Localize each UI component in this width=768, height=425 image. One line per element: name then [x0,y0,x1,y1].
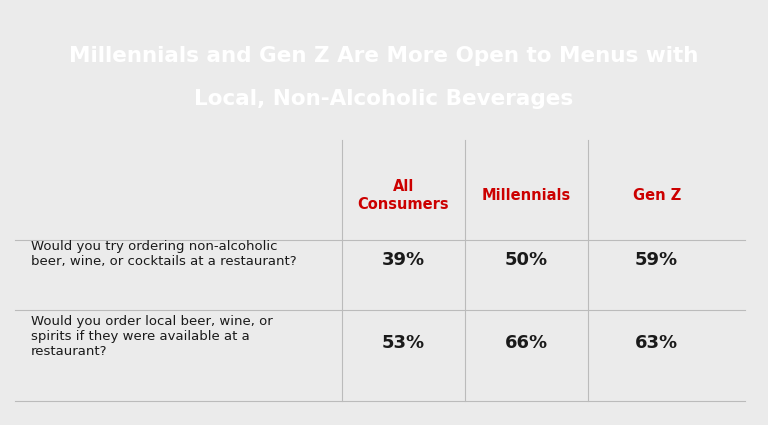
Text: 66%: 66% [505,334,548,351]
Text: All
Consumers: All Consumers [357,179,449,212]
Text: Would you order local beer, wine, or
spirits if they were available at a
restaur: Would you order local beer, wine, or spi… [31,315,273,358]
Text: 53%: 53% [382,334,425,351]
Text: 59%: 59% [635,251,678,269]
Text: 63%: 63% [635,334,678,351]
Text: Millennials and Gen Z Are More Open to Menus with: Millennials and Gen Z Are More Open to M… [69,46,699,66]
Text: Local, Non-Alcoholic Beverages: Local, Non-Alcoholic Beverages [194,89,574,109]
Text: 39%: 39% [382,251,425,269]
Text: 50%: 50% [505,251,548,269]
Text: Gen Z: Gen Z [633,188,680,203]
Text: Millennials: Millennials [482,188,571,203]
Text: Would you try ordering non-alcoholic
beer, wine, or cocktails at a restaurant?: Would you try ordering non-alcoholic bee… [31,241,296,269]
